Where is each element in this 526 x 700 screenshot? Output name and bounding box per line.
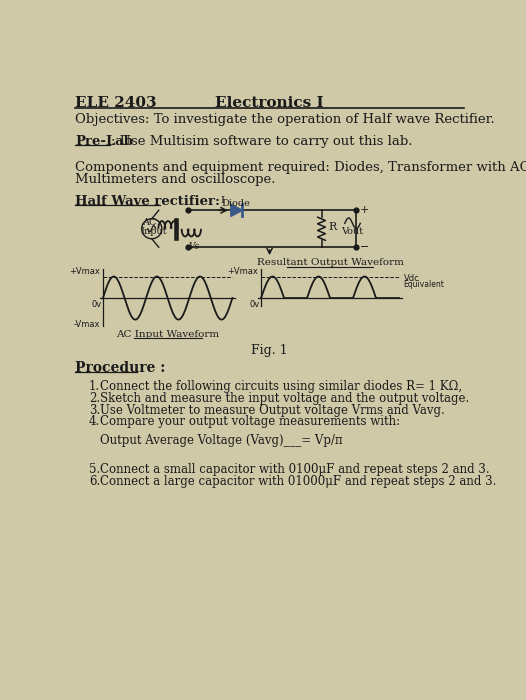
Text: Equivalent: Equivalent	[403, 281, 444, 290]
Text: AC Input Waveform: AC Input Waveform	[116, 330, 219, 340]
Text: Procedure :: Procedure :	[75, 361, 165, 375]
Text: Half Wave rectifier:: Half Wave rectifier:	[75, 195, 220, 208]
Text: Output Average Voltage (Vavg)___= Vp/π: Output Average Voltage (Vavg)___= Vp/π	[100, 433, 342, 447]
Text: Sketch and measure the input voltage and the output voltage.: Sketch and measure the input voltage and…	[100, 391, 469, 405]
Text: −: −	[360, 242, 370, 252]
Text: Resultant Output Waveform: Resultant Output Waveform	[257, 258, 403, 267]
Text: +Vmax: +Vmax	[227, 267, 258, 276]
Text: 3.: 3.	[89, 403, 100, 416]
Text: Electronics I: Electronics I	[215, 97, 324, 111]
Text: Connect a large capacitor with 01000μF and repeat steps 2 and 3.: Connect a large capacitor with 01000μF a…	[100, 475, 496, 488]
Text: Components and equipment required: Diodes, Transformer with AC source,: Components and equipment required: Diode…	[75, 161, 526, 174]
Text: AC: AC	[141, 218, 156, 227]
Text: Objectives: To investigate the operation of Half wave Rectifier.: Objectives: To investigate the operation…	[75, 113, 495, 126]
Text: Diode: Diode	[222, 199, 251, 209]
Text: Compare your output voltage measurements with:: Compare your output voltage measurements…	[100, 416, 400, 428]
Text: Vout: Vout	[341, 227, 363, 236]
Text: +Vmax: +Vmax	[69, 267, 100, 276]
Text: Multimeters and oscilloscope.: Multimeters and oscilloscope.	[75, 174, 276, 186]
Text: Vdc: Vdc	[403, 274, 419, 283]
Text: 2.: 2.	[89, 391, 100, 405]
Polygon shape	[231, 204, 242, 216]
Text: -Vmax: -Vmax	[73, 321, 100, 330]
Text: +: +	[360, 205, 370, 216]
Text: Connect the following circuits using similar diodes R= 1 KΩ,: Connect the following circuits using sim…	[100, 379, 462, 393]
Text: Vs: Vs	[188, 242, 199, 251]
Text: I: I	[220, 197, 225, 205]
Text: Fig. 1: Fig. 1	[251, 344, 288, 357]
Text: Use Voltmeter to measure Output voltage Vrms and Vavg.: Use Voltmeter to measure Output voltage …	[100, 403, 444, 416]
Text: 4.: 4.	[89, 416, 100, 428]
Text: Pre-Lab: Pre-Lab	[75, 135, 133, 148]
Text: Input: Input	[140, 228, 167, 237]
Text: ELE 2403: ELE 2403	[75, 97, 157, 111]
Text: Connect a small capacitor with 0100μF and repeat steps 2 and 3.: Connect a small capacitor with 0100μF an…	[100, 463, 490, 476]
Text: 0v: 0v	[249, 300, 259, 309]
Text: : Use Multisim software to carry out this lab.: : Use Multisim software to carry out thi…	[110, 135, 412, 148]
Text: 5.: 5.	[89, 463, 100, 476]
Text: 0v: 0v	[91, 300, 102, 309]
Text: R: R	[328, 222, 337, 232]
Text: 1.: 1.	[89, 379, 100, 393]
Text: 6.: 6.	[89, 475, 100, 488]
